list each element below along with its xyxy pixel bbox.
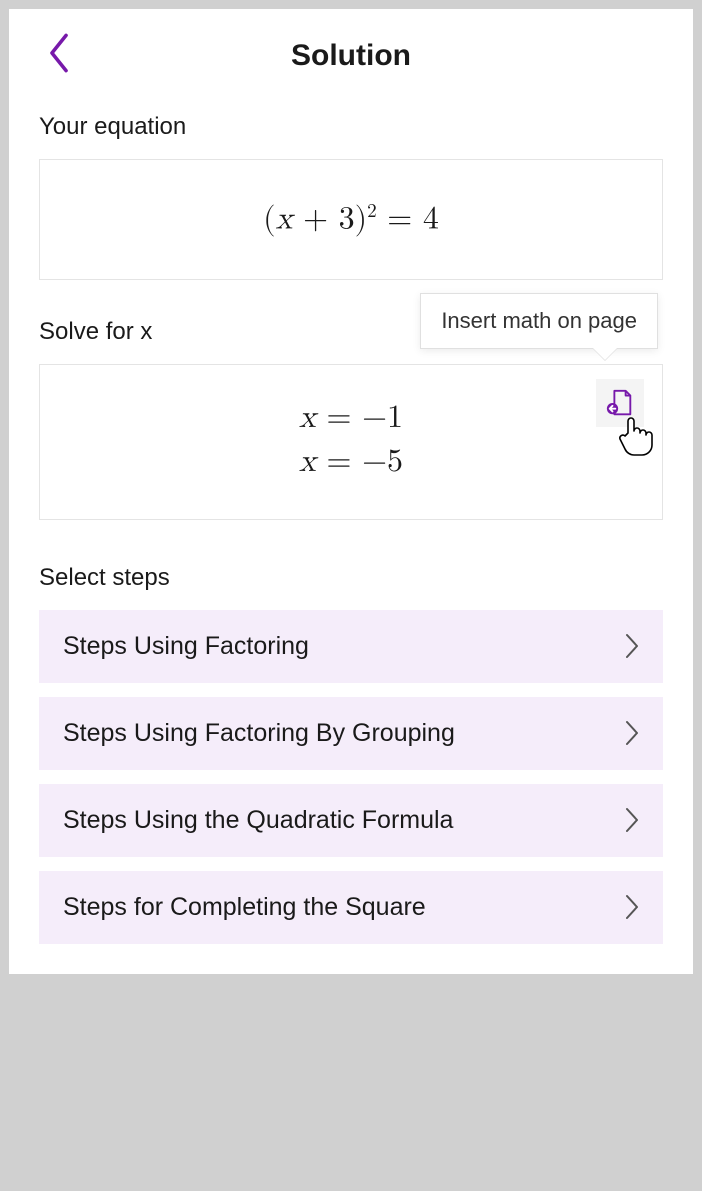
select-steps-label: Select steps (39, 564, 663, 592)
solve-label: Solve for x (39, 318, 152, 346)
insert-page-icon (605, 388, 635, 418)
steps-list: Steps Using Factoring Steps Using Factor… (39, 610, 663, 944)
chevron-right-icon (625, 720, 639, 746)
back-button[interactable] (39, 33, 79, 73)
your-equation-label: Your equation (39, 113, 663, 141)
step-label: Steps Using the Quadratic Formula (63, 806, 453, 835)
chevron-right-icon (625, 633, 639, 659)
step-label: Steps Using Factoring (63, 632, 309, 661)
chevron-right-icon (625, 807, 639, 833)
step-completing-square[interactable]: Steps for Completing the Square (39, 871, 663, 944)
equation-box: (x + 3)2 = 4 (39, 159, 663, 280)
step-factoring-grouping[interactable]: Steps Using Factoring By Grouping (39, 697, 663, 770)
chevron-left-icon (46, 33, 72, 73)
solution-box: Insert math on page x = −1 x = −5 (39, 364, 663, 520)
solution-line: x = −5 (60, 443, 642, 481)
insert-math-button[interactable] (596, 379, 644, 427)
page-title: Solution (291, 39, 411, 73)
header: Solution (39, 33, 663, 73)
insert-tooltip: Insert math on page (420, 293, 658, 349)
step-factoring[interactable]: Steps Using Factoring (39, 610, 663, 683)
step-label: Steps Using Factoring By Grouping (63, 719, 455, 748)
chevron-right-icon (625, 894, 639, 920)
step-label: Steps for Completing the Square (63, 893, 426, 922)
solution-line: x = −1 (60, 399, 642, 437)
solution-panel: Solution Your equation (x + 3)2 = 4 Solv… (8, 8, 694, 975)
step-quadratic-formula[interactable]: Steps Using the Quadratic Formula (39, 784, 663, 857)
equation-expression: (x + 3)2 = 4 (60, 200, 642, 239)
